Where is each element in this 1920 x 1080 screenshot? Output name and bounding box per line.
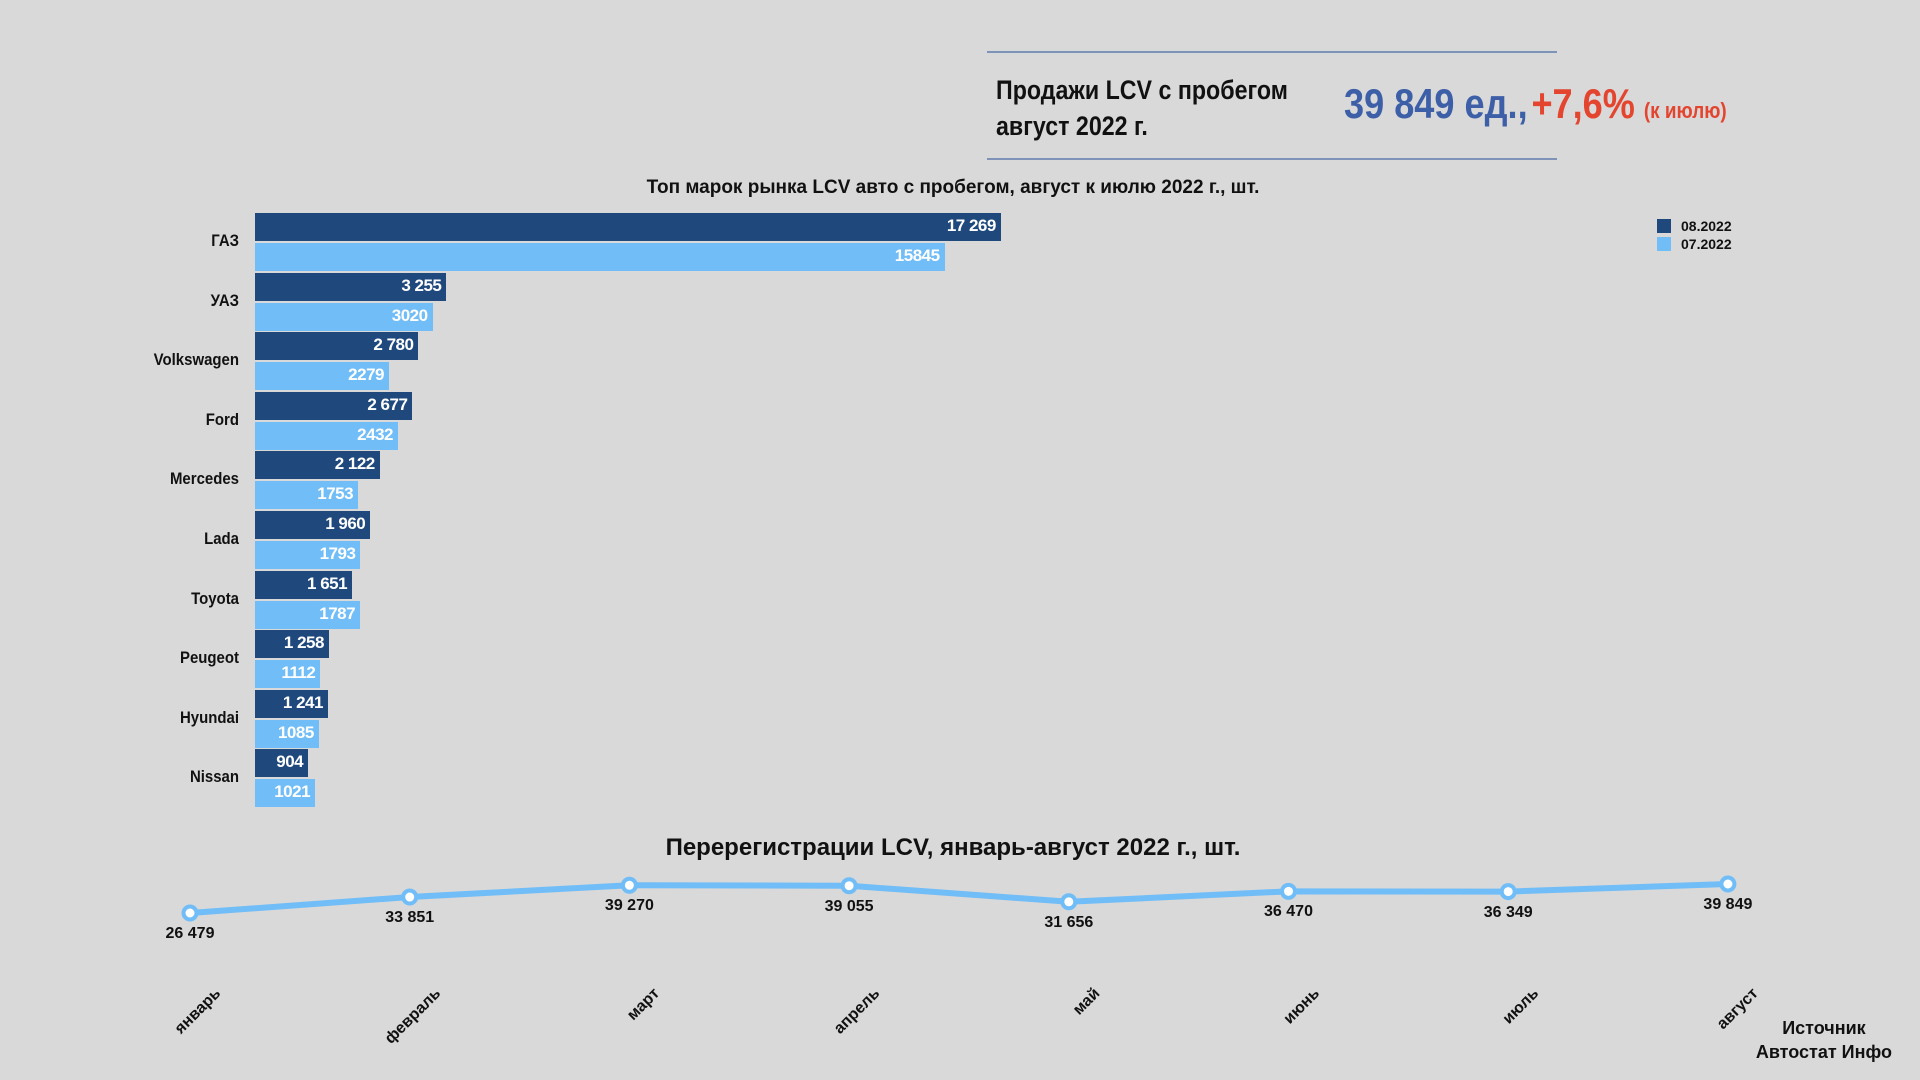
bar-value-label: 2 122 — [334, 454, 376, 474]
bar-value-label: 1 241 — [282, 692, 324, 712]
bar-value-label: 1753 — [317, 484, 354, 504]
header-title-line1: Продажи LCV с пробегом — [996, 75, 1288, 105]
sales-change: +7,6% — [1531, 80, 1635, 127]
brand-label-mercedes: Mercedes — [169, 469, 239, 489]
bar-previous-nissan: 1021 — [255, 779, 316, 808]
bar-chart-title: Топ марок рынка LCV авто с пробегом, авг… — [646, 177, 1260, 198]
line-point-6 — [1280, 882, 1297, 900]
brand-label-газ: ГАЗ — [211, 231, 239, 250]
line-point-4 — [840, 877, 858, 895]
bar-value-label: 1 651 — [307, 573, 348, 593]
line-series — [189, 881, 1729, 916]
month-label: март — [624, 985, 664, 1024]
line-point-7 — [1499, 883, 1517, 901]
month-label: май — [1069, 985, 1104, 1019]
bar-value-label: 15845 — [894, 246, 940, 265]
brand-label-volkswagen: Volkswagen — [153, 350, 239, 370]
bar-value-label: 17 269 — [946, 216, 997, 235]
bar-value-label: 2279 — [348, 365, 384, 385]
legend-label-current: 08.2022 — [1681, 218, 1732, 234]
bar-current-ford: 2 677 — [255, 391, 413, 420]
line-point-1 — [181, 904, 199, 922]
source-note: Источник Автостат Инфо — [1756, 1016, 1892, 1064]
header-top-divider — [987, 51, 1557, 53]
bar-previous-уаз: 3020 — [255, 302, 433, 331]
bar-value-label: 2 780 — [373, 335, 414, 355]
sales-change-note: (к июлю) — [1643, 98, 1727, 123]
line-point-2 — [401, 888, 419, 906]
bar-value-label: 1 258 — [283, 633, 325, 653]
month-label: апрель — [830, 985, 884, 1038]
month-label: январь — [171, 985, 225, 1038]
month-label: июль — [1499, 985, 1543, 1028]
brand-label-lada: Lada — [204, 529, 239, 548]
point-value-label: 39 270 — [604, 897, 654, 915]
bar-previous-peugeot: 1112 — [255, 660, 321, 689]
bar-value-label: 2432 — [357, 424, 393, 444]
point-value-label: 33 851 — [385, 909, 435, 926]
header-stat: 39 849 ед., +7,6% (к июлю) — [1344, 80, 1727, 128]
bar-value-label: 1112 — [281, 663, 316, 683]
bar-value-label: 1085 — [277, 722, 314, 742]
total-sales: 39 849 ед., — [1344, 80, 1528, 127]
bar-previous-lada: 1793 — [255, 541, 361, 569]
brand-label-уаз: УАЗ — [210, 290, 239, 310]
brand-label-nissan: Nissan — [189, 767, 239, 787]
bar-value-label: 2 677 — [367, 394, 408, 414]
bar-previous-volkswagen: 2279 — [255, 362, 389, 391]
line-point-5 — [1060, 893, 1078, 911]
legend-item-previous: 07.2022 — [1657, 235, 1732, 253]
bar-current-volkswagen: 2 780 — [255, 332, 419, 361]
bar-current-toyota: 1 651 — [255, 570, 353, 599]
source-line1: Источник — [1782, 1018, 1866, 1038]
bar-value-label: 1787 — [319, 603, 356, 623]
bar-chart-legend: 08.2022 07.2022 — [1657, 217, 1732, 253]
brand-label-toyota: Toyota — [191, 588, 239, 608]
point-value-label: 26 479 — [165, 925, 215, 942]
legend-swatch-current — [1657, 219, 1671, 233]
bar-previous-mercedes: 1753 — [255, 481, 359, 510]
month-label: июнь — [1280, 985, 1323, 1028]
header-title: Продажи LCV с пробегом август 2022 г. — [996, 72, 1288, 144]
source-line2: Автостат Инфо — [1755, 1042, 1892, 1062]
legend-label-previous: 07.2022 — [1681, 236, 1732, 252]
bar-value-label: 904 — [276, 752, 304, 772]
line-chart — [181, 875, 1737, 922]
bar-current-peugeot: 1 258 — [255, 630, 329, 659]
line-point-8 — [1719, 875, 1737, 893]
bar-chart: ГАЗ 17 269 15845 УАЗ 3 255 3020 Volkswagen 2 78… — [153, 213, 1001, 808]
bar-current-lada: 1 960 — [255, 511, 371, 539]
header-title-line2: август 2022 г. — [996, 111, 1148, 141]
bar-current-mercedes: 2 122 — [255, 451, 380, 480]
bar-value-label: 3020 — [391, 305, 428, 325]
legend-swatch-previous — [1657, 237, 1671, 251]
point-value-label: 39 849 — [1703, 896, 1753, 913]
bar-value-label: 1793 — [319, 544, 356, 563]
bar-previous-toyota: 1787 — [255, 600, 361, 629]
bar-value-label: 3 255 — [401, 275, 442, 295]
bar-previous-hyundai: 1085 — [255, 719, 319, 748]
bar-current-hyundai: 1 241 — [255, 689, 328, 718]
brand-label-ford: Ford — [205, 409, 239, 429]
bar-current-nissan: 904 — [255, 749, 309, 778]
bar-value-label: 1 960 — [325, 514, 366, 533]
bar-previous-ford: 2432 — [255, 421, 398, 450]
point-value-label: 39 055 — [824, 897, 874, 915]
month-label: февраль — [381, 985, 444, 1048]
point-value-label: 31 656 — [1044, 913, 1094, 931]
line-chart-title: Перерегистрации LCV, январь-август 2022 … — [665, 834, 1241, 861]
line-point-3 — [620, 876, 638, 894]
point-value-label: 36 470 — [1264, 903, 1313, 921]
bar-current-уаз: 3 255 — [255, 272, 447, 301]
header-bottom-divider — [987, 158, 1557, 160]
legend-item-current: 08.2022 — [1657, 217, 1732, 235]
bar-value-label: 1021 — [274, 782, 311, 802]
point-value-label: 36 349 — [1483, 903, 1533, 921]
brand-label-hyundai: Hyundai — [179, 707, 239, 727]
brand-label-peugeot: Peugeot — [179, 648, 239, 668]
bar-current-газ: 17 269 — [255, 213, 1001, 241]
bar-previous-газ: 15845 — [255, 243, 945, 271]
